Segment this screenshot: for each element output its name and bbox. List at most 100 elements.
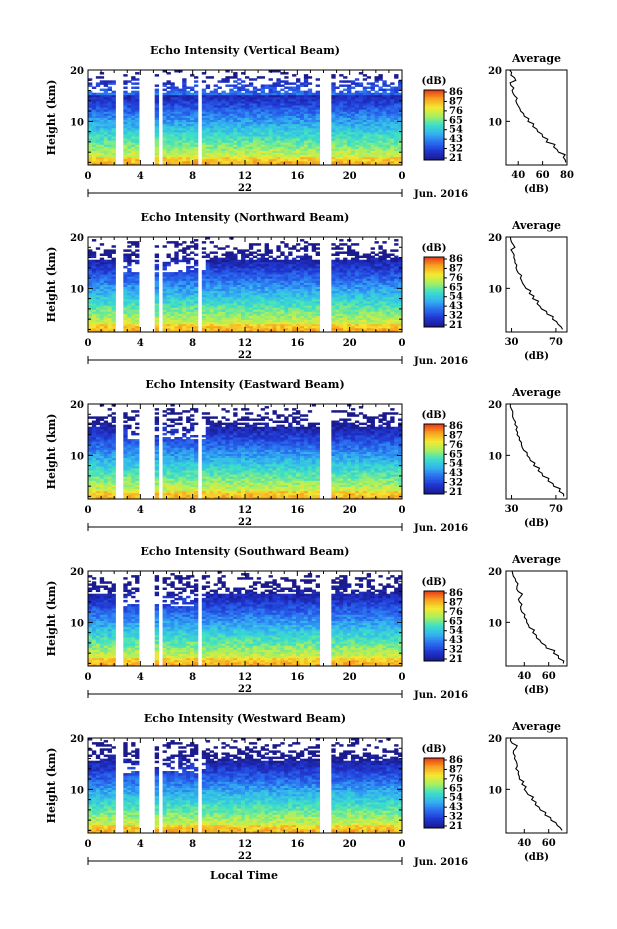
- colorbar-tick-label: 32: [449, 311, 463, 322]
- profile-title: Average: [511, 720, 561, 733]
- date-label: Jun. 2016: [413, 857, 468, 868]
- colorbar-tick-label: 43: [449, 468, 463, 479]
- colorbar-tick-label: 87: [449, 263, 463, 274]
- profile-x-tick-label: 60: [536, 170, 550, 181]
- x-tick-label: 8: [189, 338, 196, 349]
- colorbar-tick-label: 65: [449, 115, 463, 126]
- profile-x-tick-label: 40: [517, 671, 531, 682]
- x-tick-label: 16: [290, 839, 304, 850]
- colorbar-tick-label: 21: [449, 654, 463, 665]
- profile-x-tick-label: 40: [517, 838, 531, 849]
- average-profile: Average 10 20 40 60 80 (dB): [488, 52, 574, 195]
- y-axis-label: Height (km): [45, 581, 58, 657]
- profile-x-tick-label: 40: [511, 170, 525, 181]
- colorbar-tick-label: 32: [449, 812, 463, 823]
- profile-title: Average: [511, 52, 561, 65]
- profile-title: Average: [511, 219, 561, 232]
- colorbar-tick-label: 43: [449, 635, 463, 646]
- colorbar-tick-label: 86: [449, 755, 463, 766]
- colorbar-unit: (dB): [422, 410, 447, 421]
- panel-2: Echo Intensity (Eastward Beam) 10 20 Height…: [45, 378, 568, 534]
- colorbar-tick-label: 86: [449, 87, 463, 98]
- heatmap-cells: [88, 237, 403, 333]
- y-tick-label: 10: [70, 117, 84, 128]
- y-axis-label: Height (km): [45, 247, 58, 323]
- y-tick-label: 10: [70, 451, 84, 462]
- x-tick-label: 0: [85, 672, 92, 683]
- y-tick-label: 20: [70, 567, 84, 578]
- day-label: 22: [238, 350, 252, 361]
- colorbar-tick-label: 87: [449, 430, 463, 441]
- colorbar-tick-label: 21: [449, 320, 463, 331]
- colorbar-tick-label: 54: [449, 459, 463, 470]
- colorbar-tick-label: 54: [449, 292, 463, 303]
- x-tick-label: 4: [137, 171, 144, 182]
- x-tick-label: 0: [85, 505, 92, 516]
- panel-title: Echo Intensity (Vertical Beam): [150, 44, 340, 57]
- colorbar-tick-label: 21: [449, 153, 463, 164]
- x-tick-label: 12: [238, 672, 252, 683]
- profile-y-tick-label: 10: [488, 117, 502, 128]
- colorbar-tick-label: 65: [449, 616, 463, 627]
- profile-line: [509, 403, 565, 497]
- y-tick-label: 20: [70, 400, 84, 411]
- profile-line: [509, 737, 563, 831]
- colorbar-tick-label: 86: [449, 421, 463, 432]
- colorbar-tick-label: 43: [449, 301, 463, 312]
- x-tick-label: 0: [399, 171, 406, 182]
- colorbar-tick-label: 76: [449, 607, 463, 618]
- day-label: 22: [238, 517, 252, 528]
- profile-frame: [505, 236, 568, 333]
- profile-line: [509, 69, 567, 163]
- profile-frame: [505, 403, 568, 500]
- x-tick-label: 0: [85, 338, 92, 349]
- profile-x-label: (dB): [524, 351, 549, 362]
- x-tick-label: 8: [189, 505, 196, 516]
- y-axis-label: Height (km): [45, 80, 58, 156]
- average-profile: Average 10 20 30 70(dB): [488, 219, 568, 362]
- average-profile: Average 10 20 40 60 (dB): [488, 553, 568, 696]
- x-tick-label: 4: [137, 505, 144, 516]
- colorbar-unit: (dB): [422, 76, 447, 87]
- profile-frame: [505, 570, 568, 667]
- profile-y-tick-label: 20: [488, 233, 502, 244]
- y-tick-label: 20: [70, 734, 84, 745]
- x-tick-label: 8: [189, 839, 196, 850]
- x-tick-label: 4: [137, 338, 144, 349]
- x-tick-label: 12: [238, 839, 252, 850]
- profile-x-tick-label: 30: [505, 337, 519, 348]
- colorbar-frame: [423, 757, 445, 829]
- colorbar-tick-label: 54: [449, 626, 463, 637]
- panel-title: Echo Intensity (Westward Beam): [144, 712, 346, 725]
- profile-title: Average: [511, 386, 561, 399]
- colorbar-tick-label: 86: [449, 588, 463, 599]
- x-tick-label: 16: [290, 171, 304, 182]
- profile-x-tick-label: 60: [542, 671, 556, 682]
- colorbar-tick-label: 54: [449, 125, 463, 136]
- x-tick-label: 8: [189, 672, 196, 683]
- x-tick-label: 0: [85, 839, 92, 850]
- profile-y-tick-label: 20: [488, 400, 502, 411]
- average-profile: Average 10 20 30 70(dB): [488, 386, 568, 529]
- profile-y-tick-label: 10: [488, 451, 502, 462]
- x-tick-label: 4: [137, 672, 144, 683]
- x-tick-label: 4: [137, 839, 144, 850]
- profile-line: [509, 236, 564, 330]
- profile-x-tick-label: 60: [542, 838, 556, 849]
- colorbar-tick-label: 87: [449, 764, 463, 775]
- y-tick-label: 10: [70, 284, 84, 295]
- profile-y-tick-label: 20: [488, 734, 502, 745]
- heatmap-cells: [88, 404, 403, 500]
- panel-title: Echo Intensity (Northward Beam): [141, 211, 350, 224]
- panel-title: Echo Intensity (Eastward Beam): [145, 378, 344, 391]
- colorbar-frame: [423, 256, 445, 328]
- date-label: Jun. 2016: [413, 356, 468, 367]
- colorbar-tick-label: 76: [449, 440, 463, 451]
- colorbar-tick-label: 32: [449, 645, 463, 656]
- day-label: 22: [238, 851, 252, 862]
- profile-x-tick-label: 70: [549, 504, 563, 515]
- y-tick-label: 20: [70, 233, 84, 244]
